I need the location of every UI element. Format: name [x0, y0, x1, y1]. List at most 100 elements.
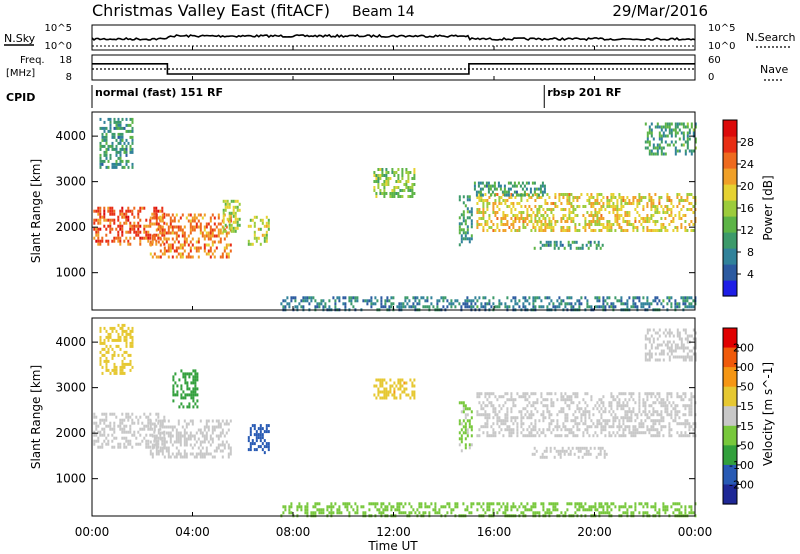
heatmap-cell — [194, 390, 197, 394]
heatmap-cell — [484, 395, 487, 399]
heatmap-cell — [348, 296, 351, 300]
heatmap-cell — [499, 184, 502, 188]
heatmap-cell — [197, 452, 200, 456]
heatmap-cell — [462, 302, 465, 306]
heatmap-cell — [167, 255, 170, 259]
heatmap-cell — [362, 505, 365, 509]
heatmap-cell — [509, 181, 512, 185]
heatmap-cell — [628, 416, 631, 420]
heatmap-cell — [99, 350, 102, 354]
heatmap-cell — [196, 387, 199, 391]
heatmap-cell — [550, 431, 553, 435]
heatmap-cell — [398, 511, 401, 515]
heatmap-cell — [508, 431, 511, 435]
heatmap-cell — [526, 508, 529, 512]
heatmap-cell — [496, 217, 499, 220]
heatmap-cell — [175, 246, 178, 250]
heatmap-cell — [502, 422, 505, 426]
heatmap-cell — [566, 416, 569, 420]
heatmap-cell — [497, 181, 500, 185]
heatmap-cell — [177, 225, 180, 229]
heatmap-cell — [692, 149, 695, 153]
heatmap-cell — [209, 225, 212, 229]
heatmap-cell — [598, 299, 601, 303]
heatmap-cell — [137, 442, 140, 446]
heatmap-cell — [576, 395, 579, 399]
heatmap-cell — [554, 202, 557, 205]
heatmap-cell — [232, 226, 235, 230]
heatmap-cell — [608, 305, 611, 309]
heatmap-cell — [548, 302, 551, 306]
heatmap-cell — [211, 228, 214, 232]
heatmap-cell — [486, 502, 489, 506]
heatmap-cell — [151, 255, 154, 259]
heatmap-cell — [167, 419, 170, 423]
heatmap-cell — [205, 431, 208, 435]
heatmap-cell — [560, 302, 563, 306]
heatmap-cell — [684, 508, 687, 512]
heatmap-cell — [123, 338, 126, 342]
heatmap-cell — [105, 424, 108, 428]
heatmap-cell — [115, 368, 118, 372]
heatmap-cell — [411, 384, 414, 388]
heatmap-cell — [153, 209, 156, 213]
heatmap-cell — [127, 332, 130, 336]
heatmap-cell — [121, 362, 124, 366]
heatmap-cell — [183, 249, 186, 253]
heatmap-cell — [405, 180, 408, 183]
heatmap-cell — [179, 255, 182, 259]
heatmap-cell — [610, 302, 613, 306]
heatmap-cell — [603, 455, 606, 459]
heatmap-cell — [253, 424, 256, 428]
heatmap-cell — [199, 419, 202, 423]
heatmap-cell — [536, 220, 539, 223]
heatmap-cell — [662, 299, 665, 303]
heatmap-cell — [533, 446, 536, 450]
heatmap-cell — [486, 398, 489, 402]
heatmap-cell — [581, 455, 584, 459]
heatmap-cell — [524, 226, 527, 229]
heatmap-cell — [229, 449, 232, 453]
heatmap-cell — [614, 505, 617, 509]
heatmap-cell — [618, 392, 621, 396]
heatmap-cell — [532, 226, 535, 229]
heatmap-cell — [672, 502, 675, 506]
heatmap-cell — [395, 192, 398, 195]
heatmap-cell — [186, 393, 189, 397]
heatmap-cell — [522, 223, 525, 226]
heatmap-cell — [177, 228, 180, 232]
heatmap-cell — [101, 239, 104, 243]
heatmap-cell — [464, 416, 467, 420]
heatmap-cell — [344, 302, 347, 306]
heatmap-cell — [125, 329, 128, 333]
heatmap-cell — [596, 422, 599, 426]
heatmap-cell — [544, 211, 547, 214]
heatmap-cell — [179, 455, 182, 459]
heatmap-cell — [628, 410, 631, 414]
heatmap-cell — [171, 443, 174, 447]
heatmap-cell — [253, 215, 256, 219]
heatmap-cell — [556, 305, 559, 309]
heatmap-cell — [182, 396, 185, 400]
heatmap-cell — [159, 427, 162, 431]
heatmap-cell — [594, 431, 597, 435]
heatmap-cell — [484, 193, 487, 196]
heatmap-cell — [586, 508, 589, 512]
heatmap-cell — [612, 211, 615, 214]
heatmap-cell — [614, 208, 617, 211]
heatmap-cell — [99, 162, 102, 166]
heatmap-cell — [518, 299, 521, 303]
heatmap-cell — [338, 296, 341, 300]
heatmap-cell — [557, 452, 560, 456]
heatmap-cell — [646, 358, 649, 362]
heatmap-cell — [656, 122, 659, 126]
heatmap-cell — [103, 359, 106, 363]
heatmap-cell — [628, 202, 631, 205]
heatmap-cell — [169, 434, 172, 438]
heatmap-cell — [203, 455, 206, 459]
heatmap-cell — [484, 223, 487, 226]
heatmap-cell — [105, 138, 108, 142]
heatmap-cell — [215, 225, 218, 229]
heatmap-cell — [163, 242, 166, 246]
heatmap-cell — [176, 384, 179, 388]
